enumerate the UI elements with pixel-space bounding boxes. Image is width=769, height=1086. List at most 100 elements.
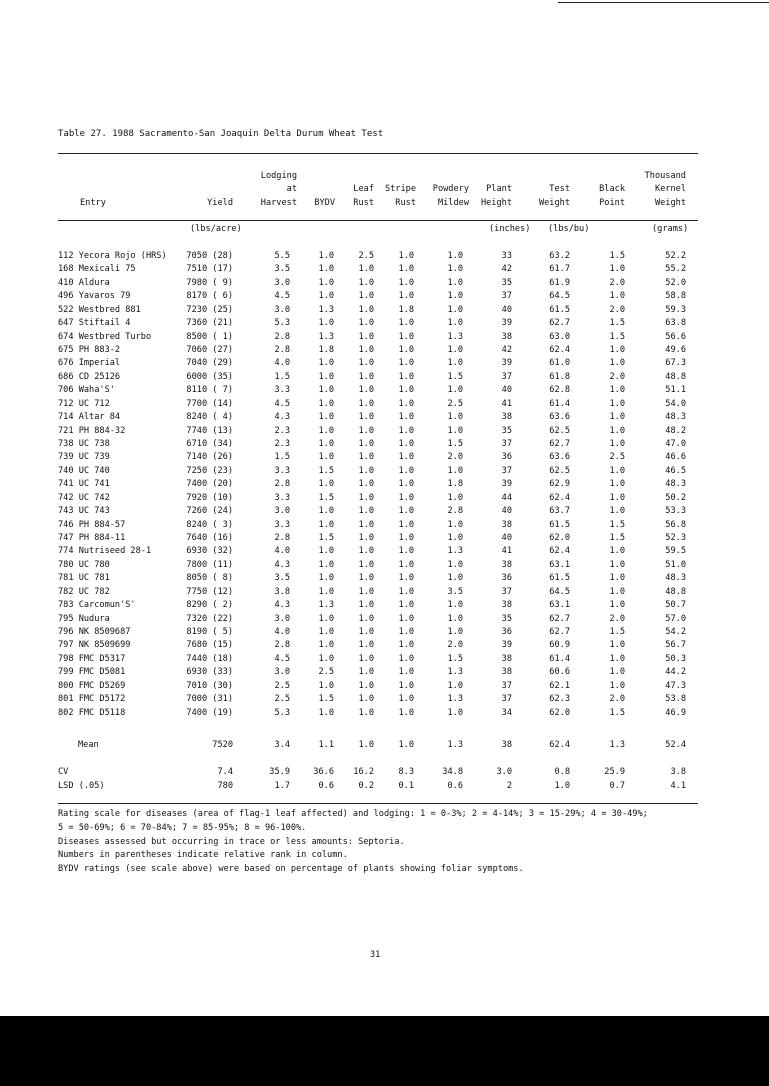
cell-yield: 780 bbox=[217, 781, 233, 791]
cell-black-point: 25.9 bbox=[604, 767, 625, 777]
cell-stripe-rust: 1.0 bbox=[398, 740, 414, 750]
cell-stripe-rust: 1.0 bbox=[398, 251, 414, 261]
cell-lodging: 4.0 bbox=[274, 627, 290, 638]
cell-entry: 676 Imperial bbox=[58, 358, 121, 369]
cell-black-point: 1.5 bbox=[609, 331, 625, 342]
cell-entry: 674 Westbred Turbo bbox=[58, 331, 152, 342]
cell-kernel-weight: 52.0 bbox=[665, 277, 686, 288]
cell-yield: 7250 (23) bbox=[186, 465, 233, 476]
cell-kernel-weight: 51.1 bbox=[665, 385, 686, 396]
cell-plant-height: 34 bbox=[501, 707, 512, 718]
cell-test-weight: 62.4 bbox=[549, 546, 570, 557]
cell-leaf-rust: 1.0 bbox=[358, 318, 374, 329]
page-number: 31 bbox=[370, 950, 381, 960]
cell-yield: 8110 ( 7) bbox=[186, 385, 233, 396]
cell-stripe-rust: 1.0 bbox=[398, 358, 414, 369]
cell-stripe-rust: 1.0 bbox=[398, 546, 414, 557]
top-edge-line bbox=[558, 2, 769, 3]
cell-leaf-rust: 1.0 bbox=[358, 371, 374, 382]
cell-bydv: 1.0 bbox=[318, 439, 334, 450]
header-line: at bbox=[286, 184, 297, 194]
cell-kernel-weight: 54.2 bbox=[665, 627, 686, 638]
cell-leaf-rust: 1.0 bbox=[358, 533, 374, 544]
cell-yield: 7400 (19) bbox=[186, 707, 233, 718]
cell-stripe-rust: 1.0 bbox=[398, 331, 414, 342]
cell-kernel-weight: 50.7 bbox=[665, 600, 686, 611]
header-line: Rust bbox=[353, 197, 374, 208]
cell-plant-height: 40 bbox=[501, 304, 512, 315]
cell-stripe-rust: 1.0 bbox=[398, 425, 414, 436]
cell-kernel-weight: 50.2 bbox=[665, 492, 686, 503]
cell-test-weight: 61.5 bbox=[549, 519, 570, 530]
cell-test-weight: 63.0 bbox=[549, 331, 570, 342]
header-test-weight: Test Weight bbox=[539, 183, 570, 210]
cell-lodging: 2.8 bbox=[274, 533, 290, 544]
cell-entry: 746 PH 884-57 bbox=[58, 519, 126, 530]
cell-yield: 7260 (24) bbox=[186, 506, 233, 517]
cell-leaf-rust: 1.0 bbox=[358, 277, 374, 288]
cell-plant-height: 37 bbox=[501, 680, 512, 691]
cell-leaf-rust: 1.0 bbox=[358, 506, 374, 517]
cell-entry: 780 UC 780 bbox=[58, 559, 110, 570]
cell-lodging: 4.3 bbox=[274, 600, 290, 611]
cell-yield: 7800 (11) bbox=[186, 559, 233, 570]
cell-powdery-mildew: 1.3 bbox=[447, 740, 463, 750]
cell-test-weight: 63.6 bbox=[549, 452, 570, 463]
cell-yield: 7920 (10) bbox=[186, 492, 233, 503]
cell-entry: 774 Nutriseed 28-1 bbox=[58, 546, 152, 557]
cell-yield: 8500 ( 1) bbox=[186, 331, 233, 342]
cell-entry: 783 Carcomun'S' bbox=[58, 600, 136, 611]
cell-stripe-rust: 1.0 bbox=[398, 573, 414, 584]
cell-leaf-rust: 1.0 bbox=[358, 304, 374, 315]
footnote-line: 5 = 50-69%; 6 = 70-84%; 7 = 85-95%; 8 = … bbox=[58, 822, 307, 833]
header-leaf-rust: Leaf Rust bbox=[353, 183, 374, 210]
cell-leaf-rust: 1.0 bbox=[358, 640, 374, 651]
cell-lodging: 3.3 bbox=[274, 492, 290, 503]
cell-test-weight: 61.5 bbox=[549, 573, 570, 584]
cell-kernel-weight: 63.8 bbox=[665, 318, 686, 329]
cell-yield: 7640 (16) bbox=[186, 533, 233, 544]
cell-yield: 7510 (17) bbox=[186, 264, 233, 275]
cell-lodging: 3.0 bbox=[274, 613, 290, 624]
cell-kernel-weight: 59.3 bbox=[665, 304, 686, 315]
cell-yield: 8240 ( 4) bbox=[186, 412, 233, 423]
header-line: Thousand bbox=[644, 170, 686, 181]
cell-plant-height: 40 bbox=[501, 506, 512, 517]
header-powdery-mildew: Powdery Mildew bbox=[433, 183, 469, 210]
cell-powdery-mildew: 1.0 bbox=[447, 627, 463, 638]
cell-leaf-rust: 1.0 bbox=[358, 627, 374, 638]
cell-black-point: 1.0 bbox=[609, 506, 625, 517]
cell-plant-height: 42 bbox=[501, 345, 512, 355]
cell-bydv: 1.5 bbox=[318, 492, 334, 503]
cell-leaf-rust: 1.0 bbox=[358, 653, 374, 664]
cell-powdery-mildew: 1.0 bbox=[447, 573, 463, 584]
cell-stripe-rust: 1.0 bbox=[398, 291, 414, 302]
cell-entry: 740 UC 740 bbox=[58, 465, 110, 476]
cell-plant-height: 3.0 bbox=[496, 767, 512, 777]
cell-powdery-mildew: 1.0 bbox=[447, 304, 463, 315]
cell-leaf-rust: 1.0 bbox=[358, 586, 374, 597]
cell-yield: 8050 ( 8) bbox=[186, 573, 233, 584]
cell-stripe-rust: 1.0 bbox=[398, 653, 414, 664]
cell-leaf-rust: 1.0 bbox=[358, 331, 374, 342]
cell-yield: 7680 (15) bbox=[186, 640, 233, 651]
cell-kernel-weight: 52.3 bbox=[665, 533, 686, 544]
cell-lodging: 4.0 bbox=[274, 546, 290, 557]
cell-leaf-rust: 1.0 bbox=[358, 479, 374, 490]
cell-plant-height: 36 bbox=[501, 452, 512, 463]
cell-plant-height: 38 bbox=[501, 653, 512, 664]
cell-test-weight: 63.6 bbox=[549, 412, 570, 423]
cell-bydv: 1.5 bbox=[318, 694, 334, 705]
cell-bydv: 1.0 bbox=[318, 627, 334, 638]
header-line: Weight bbox=[538, 197, 570, 208]
cell-leaf-rust: 1.0 bbox=[358, 439, 374, 450]
cell-plant-height: 39 bbox=[501, 358, 512, 369]
cell-stripe-rust: 1.0 bbox=[398, 613, 414, 624]
cell-lodging: 1.5 bbox=[274, 371, 290, 382]
cell-bydv: 1.0 bbox=[318, 385, 334, 396]
cell-powdery-mildew: 1.5 bbox=[447, 371, 463, 382]
cell-test-weight: 62.4 bbox=[549, 492, 570, 503]
cell-black-point: 1.0 bbox=[609, 385, 625, 396]
cell-entry: 797 NK 8509699 bbox=[58, 640, 131, 651]
cell-plant-height: 40 bbox=[501, 385, 512, 396]
